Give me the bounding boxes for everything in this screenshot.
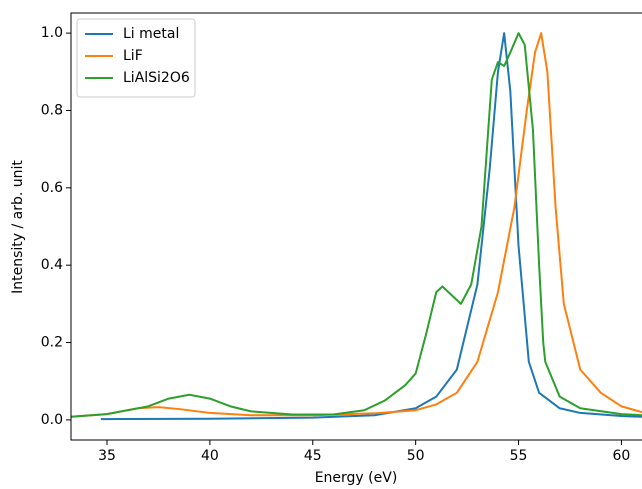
y-axis-label: Intensity / arb. unit [10, 160, 26, 294]
legend-label: Li metal [123, 26, 179, 42]
x-tick-label: 60 [613, 448, 631, 464]
x-tick-label: 55 [510, 448, 528, 464]
y-tick-label: 0.0 [41, 412, 63, 428]
line-series [70, 32, 642, 418]
y-tick-label: 0.2 [41, 335, 63, 351]
axes-frame [70, 12, 642, 441]
x-axis-label: Energy (eV) [315, 470, 398, 486]
y-tick-label: 0.6 [41, 180, 63, 196]
legend-label: LiAlSi2O6 [123, 70, 190, 86]
x-tick-label: 40 [201, 448, 219, 464]
x-tick-label: 45 [304, 448, 322, 464]
y-tick-label: 0.8 [41, 102, 63, 118]
x-tick-label: 35 [98, 448, 116, 464]
y-tick-label: 1.0 [41, 25, 63, 41]
legend-label: LiF [123, 48, 143, 64]
line-series [70, 32, 642, 418]
line-series [100, 32, 642, 421]
y-tick-label: 0.4 [41, 257, 63, 273]
x-tick-label: 50 [407, 448, 425, 464]
